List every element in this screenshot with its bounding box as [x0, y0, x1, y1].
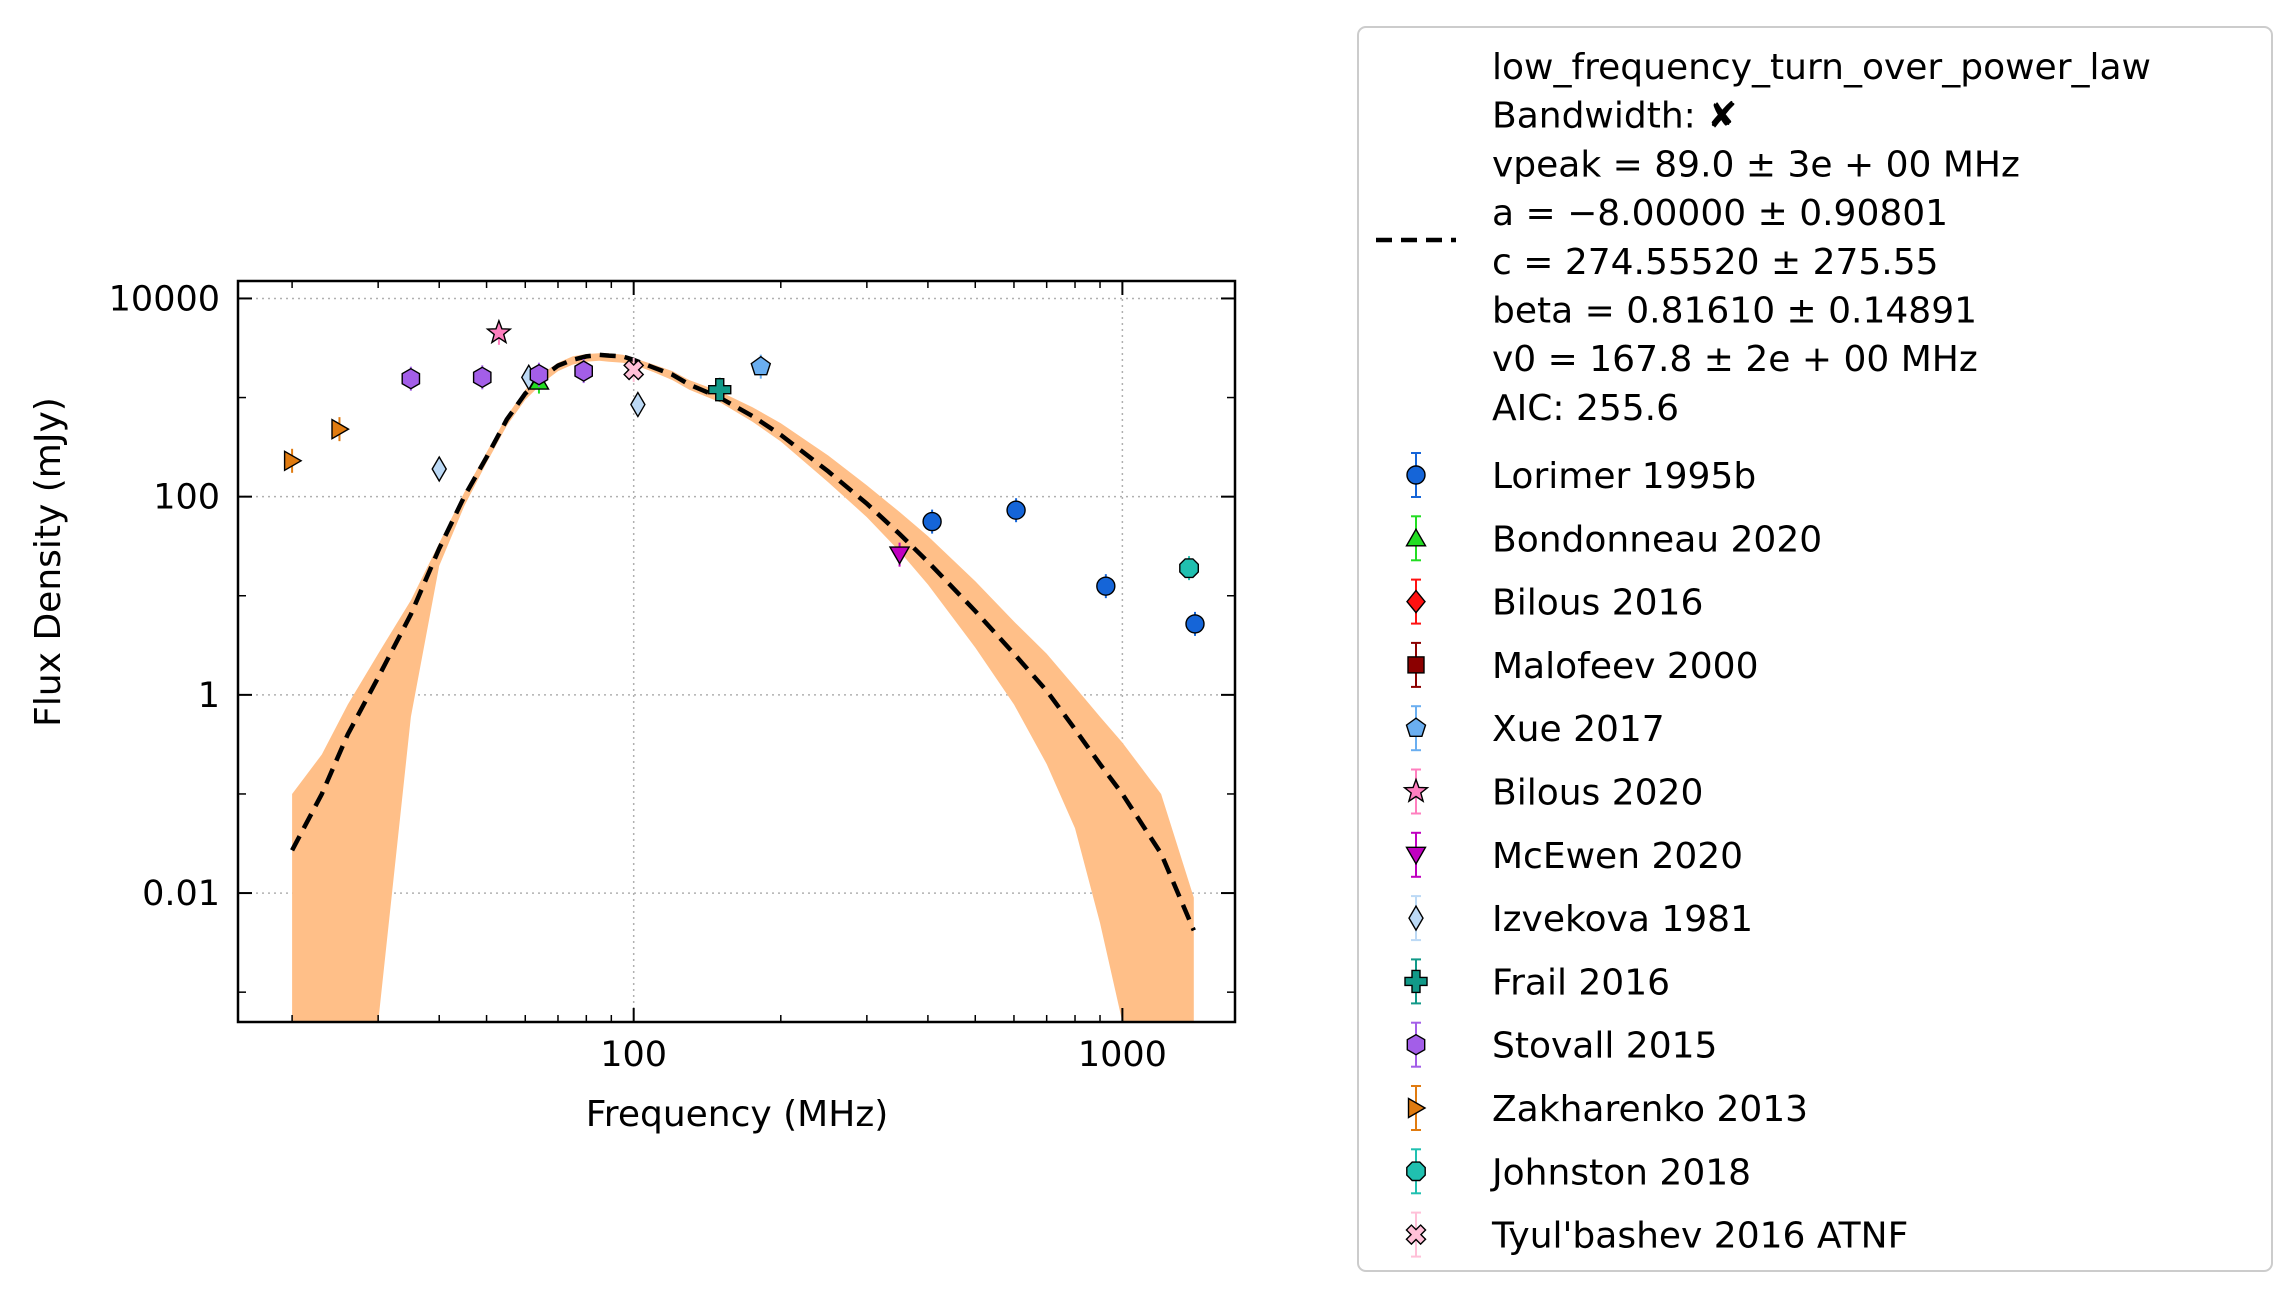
legend-entry-label: Johnston 2018 [1490, 1152, 1751, 1193]
legend-entry-label: Izvekova 1981 [1492, 899, 1753, 940]
legend-entry-label: Bondonneau 2020 [1492, 519, 1822, 560]
data-point-stovall-2015 [574, 360, 593, 382]
plot-area [238, 281, 1235, 1022]
legend-entry-label: McEwen 2020 [1492, 836, 1743, 877]
data-point-zakharenko-2013 [283, 450, 303, 472]
legend-fit-info-line: c = 274.55520 ± 275.55 [1492, 242, 1939, 283]
legend-marker-zakharenko-2013 [1407, 1097, 1427, 1119]
legend-entry-label: Stovall 2015 [1492, 1026, 1717, 1067]
legend-marker-xue-2017 [1405, 717, 1427, 737]
legend-marker-tyul-bashev-2016-atnf [1405, 1224, 1427, 1246]
legend-entry-label: Xue 2017 [1492, 709, 1665, 750]
data-point-izvekova-1981 [630, 391, 646, 418]
legend-marker-stovall-2015 [1406, 1033, 1426, 1056]
data-point-izvekova-1981 [431, 455, 448, 483]
legend-entry-label: Frail 2016 [1492, 962, 1670, 1003]
y-tick-label: 100 [153, 478, 220, 518]
legend-fit-info-line: Bandwidth: ✘ [1492, 96, 1737, 137]
data-point-frail-2016 [708, 378, 732, 402]
axes: Frequency (MHz) Flux Density (mJy) 100 10… [28, 279, 1237, 1135]
data-point-lorimer-1995b [922, 511, 942, 532]
data-point-tyul-bashev-2016-atnf [623, 359, 645, 381]
data-point-bilous-2020 [485, 318, 513, 345]
legend: low_frequency_turn_over_power_law Bandwid… [1357, 26, 2273, 1272]
x-axis-label: Frequency (MHz) [586, 1094, 889, 1135]
legend-marker-lorimer-1995b [1406, 465, 1426, 485]
legend-entry-label: Tyul'bashev 2016 ATNF [1491, 1216, 1908, 1257]
data-point-lorimer-1995b [1096, 576, 1116, 596]
x-tick-label: 1000 [1078, 1035, 1167, 1075]
data-point-mcewen-2020 [888, 546, 911, 565]
legend-marker-izvekova-1981 [1408, 904, 1424, 932]
legend-marker-bondonneau-2020 [1405, 527, 1427, 547]
data-point-johnston-2018 [1179, 558, 1200, 579]
legend-marker-malofeev-2000 [1407, 656, 1425, 674]
legend-fit-info-line: a = −8.00000 ± 0.90801 [1492, 193, 1948, 234]
data-point-stovall-2015 [401, 367, 421, 390]
data-point-xue-2017 [750, 355, 772, 376]
legend-marker-frail-2016 [1404, 969, 1428, 994]
plot-frame [236, 279, 1237, 1024]
y-tick-label: 1 [198, 676, 220, 716]
legend-entry-label: Zakharenko 2013 [1492, 1089, 1808, 1130]
legend-box [1357, 26, 2273, 1272]
x-tick-label: 100 [600, 1035, 667, 1075]
legend-marker-bilous-2016 [1406, 589, 1426, 614]
fit-line [290, 352, 1196, 932]
fit-uncertainty-band [292, 353, 1194, 1022]
legend-marker-bilous-2020 [1402, 777, 1430, 803]
legend-marker-johnston-2018 [1406, 1161, 1426, 1182]
legend-fit-model-label: low_frequency_turn_over_power_law [1492, 47, 2151, 88]
legend-fit-info-line: vpeak = 89.0 ± 3e + 00 MHz [1492, 144, 2020, 185]
legend-entry-label: Lorimer 1995b [1492, 456, 1756, 497]
legend-entry-label: Malofeev 2000 [1492, 646, 1758, 687]
legend-marker-mcewen-2020 [1405, 846, 1427, 866]
legend-fit-info-line: v0 = 167.8 ± 2e + 00 MHz [1492, 339, 1978, 380]
data-point-stovall-2015 [472, 366, 492, 389]
legend-fit-info-line: AIC: 255.6 [1492, 388, 1679, 429]
data-point-zakharenko-2013 [331, 418, 350, 440]
legend-entry-label: Bilous 2020 [1492, 773, 1703, 814]
y-tick-label: 10000 [109, 279, 220, 319]
legend-entry-label: Bilous 2016 [1492, 583, 1703, 624]
data-point-stovall-2015 [529, 363, 549, 386]
legend-fit-info-line: beta = 0.81610 ± 0.14891 [1492, 291, 1977, 332]
data-point-lorimer-1995b [1006, 500, 1026, 520]
data-point-lorimer-1995b [1185, 614, 1205, 634]
y-tick-label: 0.01 [142, 874, 220, 914]
y-axis-label: Flux Density (mJy) [28, 397, 69, 727]
